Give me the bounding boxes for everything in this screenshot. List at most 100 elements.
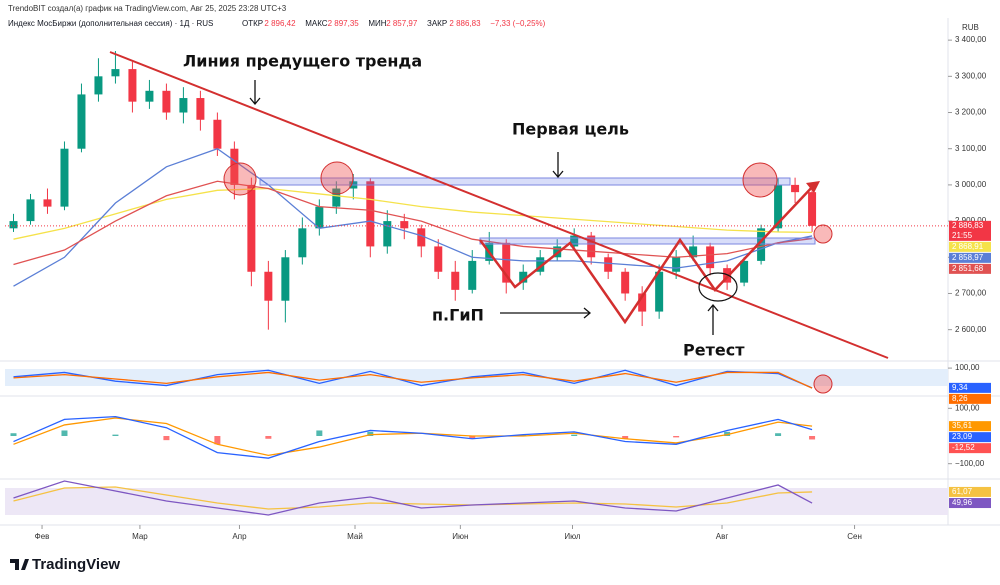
candle-body: [179, 98, 188, 113]
histogram-bar: [571, 434, 578, 436]
candle-body: [264, 271, 273, 301]
value-tag: [949, 220, 991, 241]
value-tag: [949, 421, 991, 432]
histogram-bar: [809, 436, 816, 440]
candle-body: [94, 76, 103, 95]
value-tag: [949, 382, 991, 393]
value-tag: [949, 498, 991, 509]
candle-body: [808, 192, 817, 226]
y-tick-label: 3 200,00: [955, 108, 987, 117]
line: [13, 486, 813, 510]
value-tag: [949, 443, 991, 454]
value-tag: [949, 393, 991, 404]
candle-body: [315, 206, 324, 229]
candle-body: [383, 221, 392, 247]
candle-body: [230, 148, 239, 185]
value-tag-label: 49,96: [952, 498, 973, 507]
value-tag-label: -12,52: [952, 443, 975, 452]
line: [13, 369, 813, 389]
y-tick-label: −100,00: [955, 459, 985, 468]
highlight: [813, 224, 833, 244]
highlight: [320, 161, 354, 195]
brand: TradingView: [32, 556, 120, 573]
ohlc-label: ОТКР: [242, 19, 263, 28]
candle-body: [366, 181, 375, 247]
histogram-bar: [112, 434, 119, 436]
trend-line: [109, 51, 889, 359]
value-tag: [949, 252, 991, 263]
candle-body: [570, 235, 579, 247]
credit: TrendoBIT создал(а) график на TradingVie…: [8, 4, 287, 13]
candle-body: [706, 246, 715, 269]
histogram-bar: [265, 436, 272, 439]
x-tick-label: Фев: [35, 532, 50, 541]
candle-body: [774, 184, 783, 229]
change: −7,33 (−0,25%): [490, 19, 545, 28]
candle-body: [621, 271, 630, 294]
retest-ring: [698, 272, 738, 302]
candle-body: [536, 257, 545, 272]
candle-body: [519, 271, 528, 283]
ohlc-value: 2 896,42: [264, 19, 296, 28]
candle-body: [451, 271, 460, 290]
candle-body: [740, 260, 749, 283]
candle-body: [638, 293, 647, 312]
y-tick-label: 2 900,00: [955, 216, 987, 225]
x-tick-label: Сен: [847, 532, 862, 541]
candle-body: [417, 228, 426, 247]
candle-body: [128, 69, 137, 102]
candle-body: [655, 271, 664, 312]
candle-body: [162, 90, 171, 113]
value-tag: [949, 486, 991, 497]
x-tick-label: Июн: [452, 532, 468, 541]
histogram-bar: [775, 433, 782, 436]
candle-body: [689, 246, 698, 258]
value-tag-label: 2 851,68: [952, 264, 984, 273]
candle-body: [757, 228, 766, 261]
histogram-bar: [10, 433, 17, 436]
value-tag-label: 9,34: [952, 383, 968, 392]
candle-body: [298, 228, 307, 258]
brand-logo: TradingView: [10, 556, 120, 573]
x-tick-label: Апр: [232, 532, 247, 541]
candle-body: [400, 221, 409, 229]
highlight: [742, 162, 778, 198]
candle-body: [111, 69, 120, 77]
histogram-bar: [724, 431, 731, 436]
histogram-bar: [316, 430, 323, 436]
candle-body: [672, 257, 681, 272]
pattern-line: [478, 183, 816, 325]
legend: Индекс МосБиржи (дополнительная сессия) …: [8, 19, 546, 28]
candle-body: [587, 235, 596, 258]
candle-body: [213, 119, 222, 149]
symbol: Индекс МосБиржи (дополнительная сессия) …: [8, 19, 213, 28]
candle-body: [9, 221, 18, 229]
histogram-bar: [622, 436, 629, 439]
annotation: Ретест: [683, 341, 745, 360]
ohlc-value: 2 886,83: [449, 19, 481, 28]
highlight: [223, 162, 257, 196]
y-tick-label: 3 300,00: [955, 71, 987, 80]
highlight: [813, 374, 833, 394]
ohlc-value: 2 897,35: [328, 19, 360, 28]
value-tag-label: 2 858,97: [952, 253, 984, 262]
line: [13, 180, 813, 266]
ohlc-label: МАКС: [305, 19, 328, 28]
candle-body: [468, 260, 477, 290]
histogram-bar: [163, 436, 170, 441]
candle-body: [604, 257, 613, 272]
candle-body: [281, 257, 290, 301]
drawings: Линия предущего тренда Первая цель п.ГиП…: [109, 51, 889, 394]
currency: RUB: [962, 23, 979, 32]
y-tick-label: 3 400,00: [955, 35, 987, 44]
ohlc-label: МИН: [368, 19, 386, 28]
y-tick-label: 100,00: [955, 403, 980, 412]
ohlc-label: ЗАКР: [427, 19, 447, 28]
y-tick-label: 3 100,00: [955, 144, 987, 153]
y-tick-label: 2 700,00: [955, 289, 987, 298]
histogram-bar: [469, 436, 476, 439]
x-tick-label: Мар: [132, 532, 148, 541]
line: [13, 371, 813, 389]
histogram-bar: [673, 436, 680, 438]
